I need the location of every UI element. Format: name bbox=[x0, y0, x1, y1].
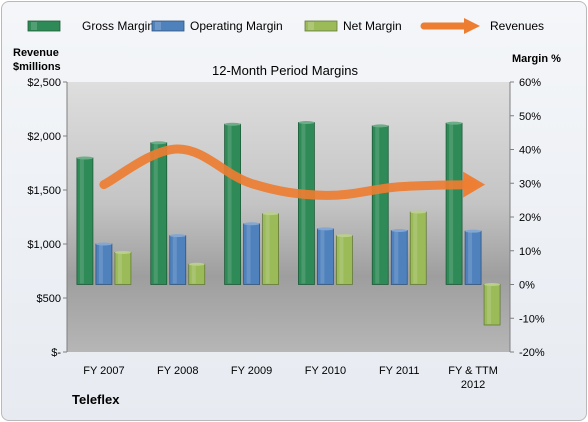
legend-label: Net Margin bbox=[343, 19, 402, 33]
bar-gross-margin bbox=[298, 121, 315, 285]
bar-net-margin bbox=[409, 210, 427, 285]
legend-swatch bbox=[27, 20, 61, 32]
bar-net-margin bbox=[114, 250, 132, 285]
bar-gross-margin bbox=[445, 121, 463, 285]
category-label: 2012 bbox=[461, 379, 485, 391]
right-tick-label: 40% bbox=[519, 145, 541, 157]
bar-operating-margin bbox=[390, 229, 408, 285]
legend-item-gross-margin: Gross Margin bbox=[27, 19, 154, 33]
right-tick-label: 20% bbox=[519, 212, 541, 224]
bar-gross-margin bbox=[224, 122, 241, 285]
bar-net-margin bbox=[336, 234, 353, 285]
plot-area bbox=[67, 82, 510, 352]
category-label: FY 2008 bbox=[157, 365, 198, 377]
bar-gross-margin bbox=[76, 156, 94, 285]
left-tick-label: $1,500 bbox=[27, 185, 61, 197]
category-label: FY & TTM bbox=[448, 365, 498, 377]
legend-label: Revenues bbox=[490, 19, 544, 33]
left-tick-label: $2,000 bbox=[27, 131, 61, 143]
right-tick-label: 50% bbox=[519, 111, 541, 123]
legend-item-net-margin: Net Margin bbox=[304, 19, 402, 33]
legend-item-operating-margin: Operating Margin bbox=[151, 19, 283, 33]
bar-operating-margin bbox=[317, 227, 334, 285]
right-tick-label: 30% bbox=[519, 178, 541, 190]
legend-item-revenues: Revenues bbox=[420, 18, 544, 34]
left-tick-label: $- bbox=[51, 347, 61, 359]
bar-operating-margin bbox=[243, 222, 260, 285]
chart-title: 12-Month Period Margins bbox=[212, 63, 358, 78]
legend: Gross Margin Operating Margin Net Margin Re… bbox=[27, 18, 544, 34]
bar-gross-margin bbox=[150, 141, 168, 285]
bar-operating-margin bbox=[464, 229, 482, 285]
left-tick-label: $1,000 bbox=[27, 239, 61, 251]
legend-label: Gross Margin bbox=[82, 19, 154, 33]
right-tick-label: 10% bbox=[519, 246, 541, 258]
right-tick-label: -20% bbox=[519, 347, 545, 359]
revenues-arrowhead bbox=[463, 171, 486, 198]
category-label: FY 2007 bbox=[83, 365, 124, 377]
left-tick-label: $500 bbox=[37, 293, 61, 305]
right-tick-label: 60% bbox=[519, 77, 541, 89]
bar-operating-margin bbox=[95, 242, 113, 285]
bar-gross-margin bbox=[371, 124, 389, 285]
legend-swatch bbox=[304, 20, 338, 32]
right-axis-title: Margin % bbox=[512, 53, 561, 65]
axis-layer: $- $500 $1,000 $1,500 $2,000 $2,500 -20% -10% 0%… bbox=[27, 77, 545, 391]
company-name: Teleflex bbox=[72, 392, 120, 407]
bar-operating-margin bbox=[169, 234, 187, 285]
left-tick-label: $2,500 bbox=[27, 77, 61, 89]
category-label: FY 2010 bbox=[305, 365, 346, 377]
bar-net-margin bbox=[262, 212, 279, 285]
legend-swatch bbox=[151, 20, 185, 32]
left-axis-title: Revenue $millions bbox=[13, 47, 61, 73]
revenues-line bbox=[99, 144, 478, 200]
right-tick-label: -10% bbox=[519, 313, 545, 325]
category-label: FY 2009 bbox=[231, 365, 272, 377]
category-label: FY 2011 bbox=[379, 365, 420, 377]
bar-net-margin bbox=[188, 262, 206, 285]
right-tick-label: 0% bbox=[519, 280, 535, 292]
bars-layer bbox=[76, 121, 501, 326]
bar-net-margin bbox=[483, 283, 501, 326]
line-layer bbox=[99, 144, 486, 200]
legend-label: Operating Margin bbox=[190, 19, 283, 33]
